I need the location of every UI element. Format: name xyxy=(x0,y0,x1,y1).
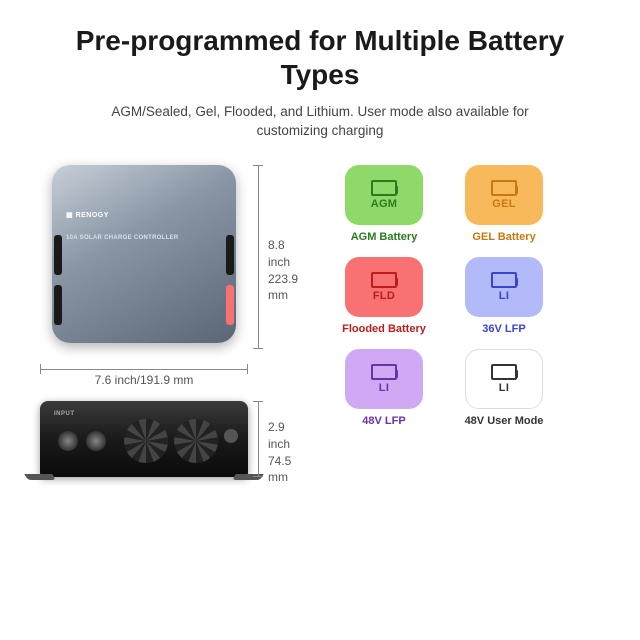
dim-height-label: 8.8 inch223.9 mm xyxy=(268,237,310,304)
main-layout: RENOGY 10A SOLAR CHARGE CONTROLLER 7.6 i… xyxy=(40,159,600,477)
terminal-icon xyxy=(58,431,78,451)
fan-icon xyxy=(174,419,218,463)
terminal-icon xyxy=(86,431,106,451)
connector-left xyxy=(54,285,62,325)
input-label: INPUT xyxy=(54,411,75,417)
battery-tile-gel: GEL GEL Battery xyxy=(450,165,558,243)
controller-body: RENOGY 10A SOLAR CHARGE CONTROLLER xyxy=(52,165,236,343)
battery-caption: Flooded Battery xyxy=(342,323,426,335)
dim-width-line xyxy=(40,369,248,370)
dim-tick xyxy=(253,476,263,477)
battery-icon xyxy=(491,272,517,288)
battery-caption: 48V User Mode xyxy=(465,415,544,427)
battery-icon xyxy=(371,272,397,288)
dim-width-label: 7.6 inch/191.9 mm xyxy=(40,373,248,387)
device-brand: RENOGY xyxy=(66,211,109,219)
battery-icon xyxy=(491,180,517,196)
battery-caption: 36V LFP xyxy=(482,323,525,335)
mount-foot xyxy=(24,474,55,480)
connector-right xyxy=(226,285,234,325)
battery-tile-user: LI 48V User Mode xyxy=(450,349,558,427)
battery-icon xyxy=(371,364,397,380)
dim-height-line xyxy=(258,165,259,349)
battery-caption: 48V LFP xyxy=(362,415,405,427)
page-title: Pre-programmed for Multiple Battery Type… xyxy=(40,24,600,91)
battery-caption: AGM Battery xyxy=(351,231,418,243)
mount-foot xyxy=(232,474,263,480)
battery-icon xyxy=(371,180,397,196)
dim-tick xyxy=(253,348,263,349)
dim-tick xyxy=(253,401,263,402)
battery-icon xyxy=(491,364,517,380)
dim-depth-label: 2.9 inch74.5 mm xyxy=(268,419,310,486)
dim-depth-line xyxy=(258,401,259,477)
fan-icon xyxy=(124,419,168,463)
device-side-view: INPUT 2.9 inch74.5 mm xyxy=(40,401,310,477)
device-column: RENOGY 10A SOLAR CHARGE CONTROLLER 7.6 i… xyxy=(40,159,310,477)
battery-caption: GEL Battery xyxy=(472,231,535,243)
dim-tick xyxy=(253,165,263,166)
battery-tile-li36: LI 36V LFP xyxy=(450,257,558,335)
page-subtitle: AGM/Sealed, Gel, Flooded, and Lithium. U… xyxy=(80,103,560,141)
device-model: 10A SOLAR CHARGE CONTROLLER xyxy=(66,235,179,241)
button-icon xyxy=(224,429,238,443)
device-top-view: RENOGY 10A SOLAR CHARGE CONTROLLER 7.6 i… xyxy=(40,159,310,359)
battery-tile-li48: LI 48V LFP xyxy=(330,349,438,427)
battery-tile-agm: AGM AGM Battery xyxy=(330,165,438,243)
battery-tile-fld: FLD Flooded Battery xyxy=(330,257,438,335)
battery-types-grid: AGM AGM Battery GEL GEL Battery FLD Floo… xyxy=(318,159,600,477)
